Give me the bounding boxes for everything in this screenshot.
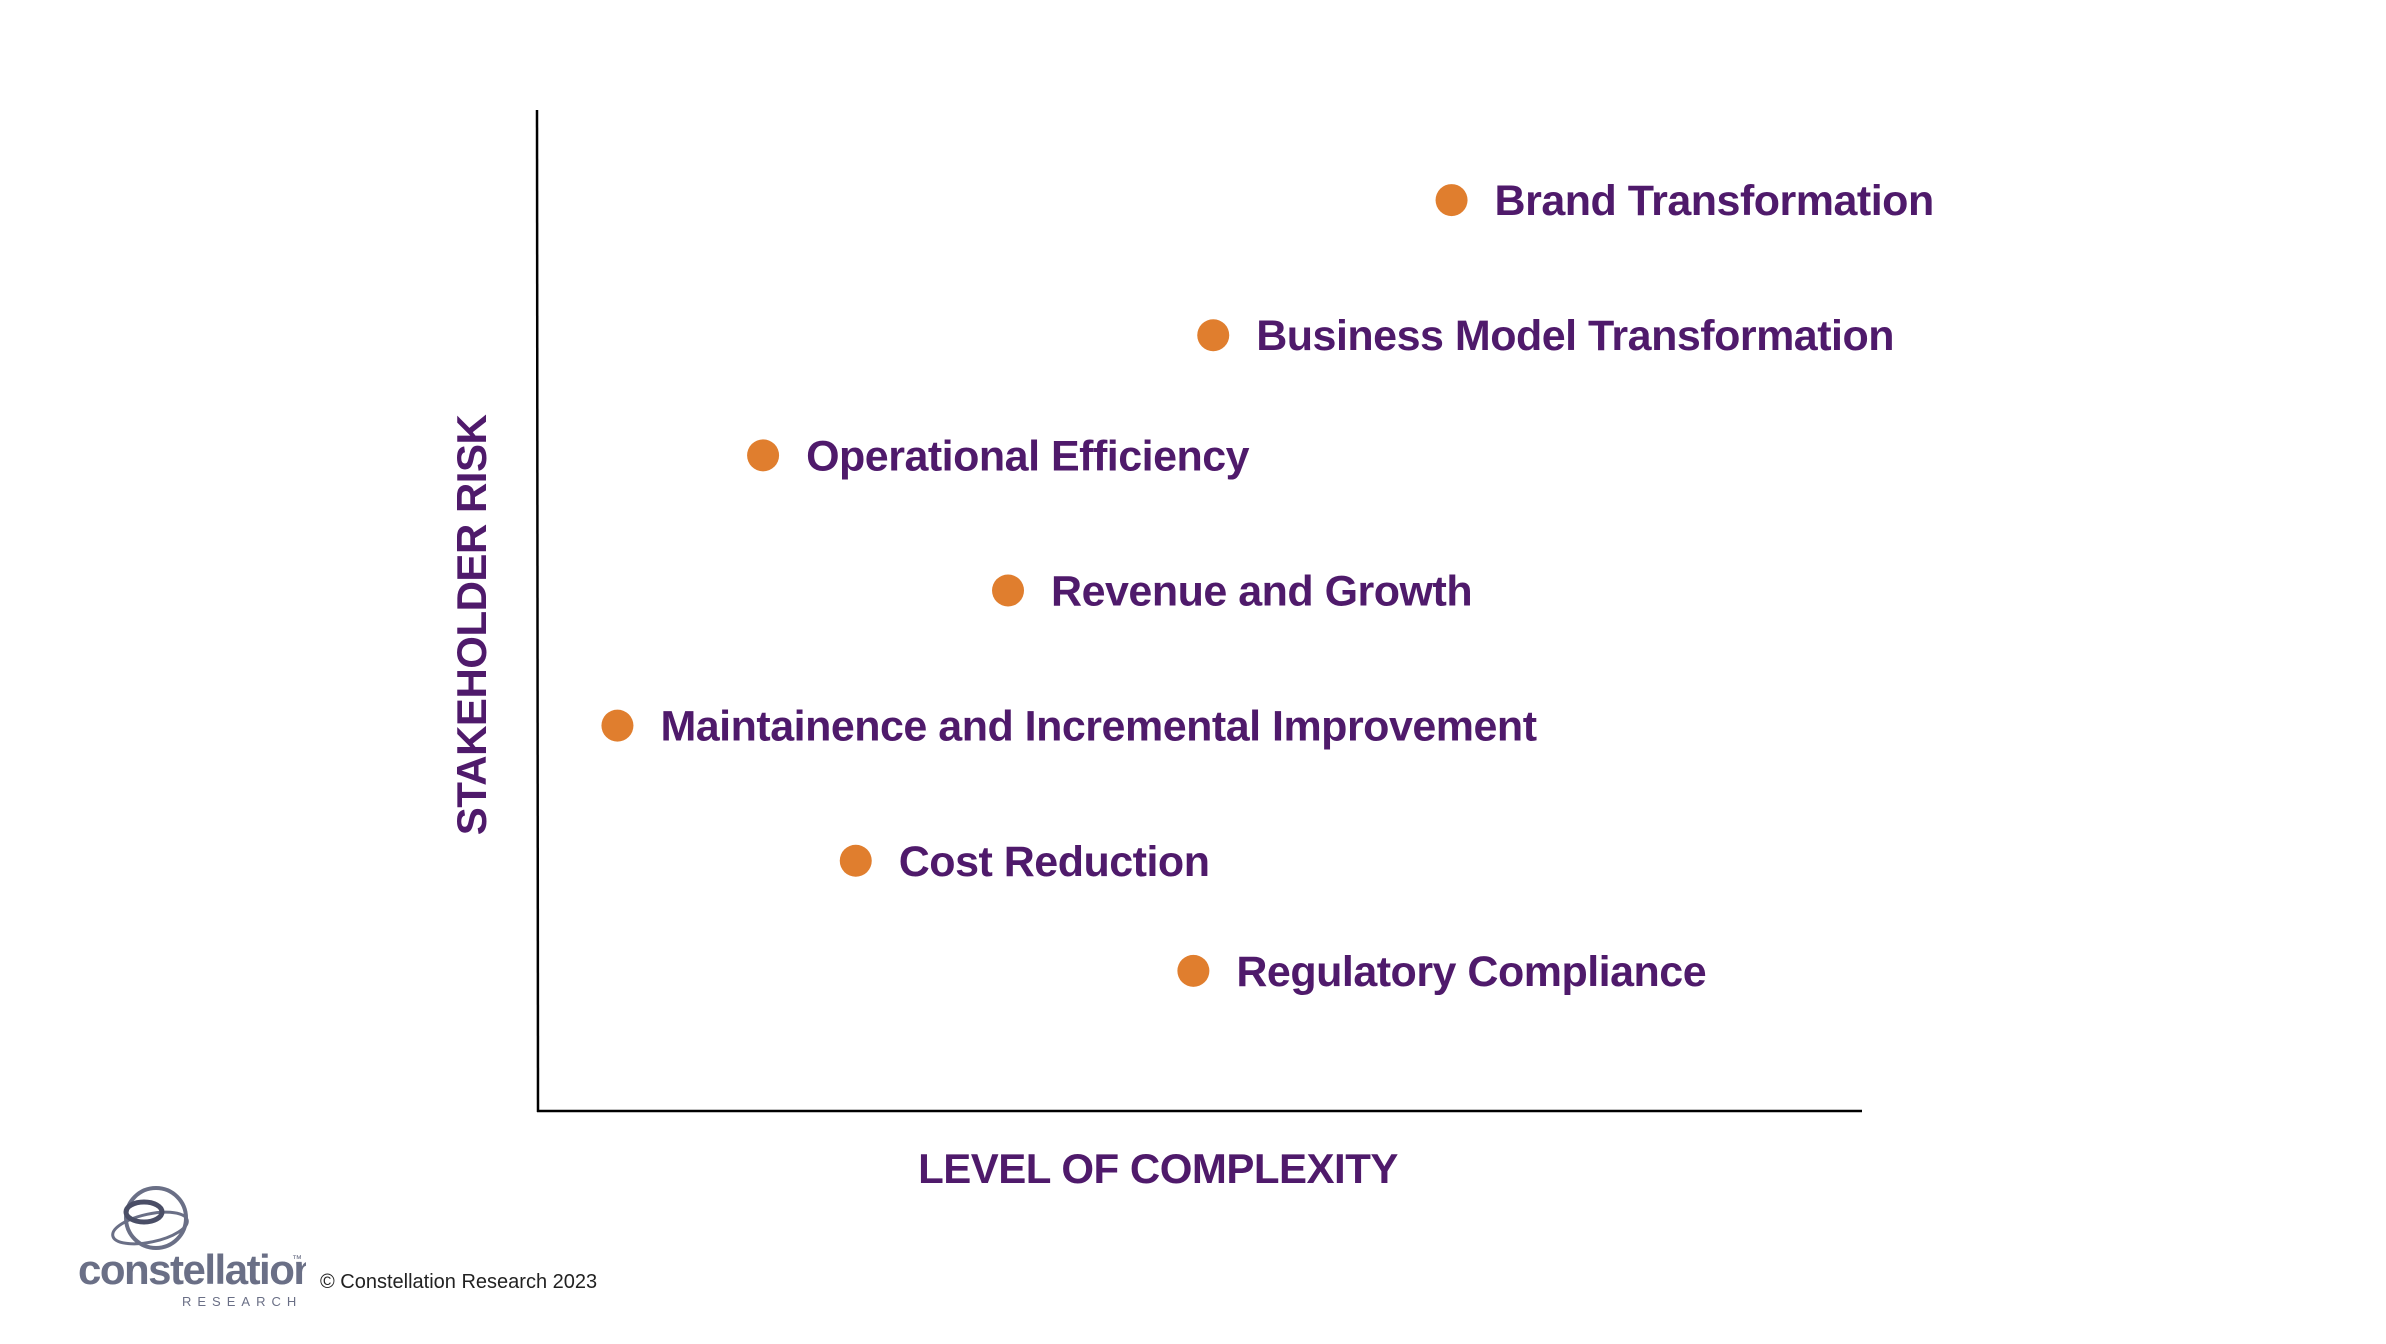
point-label: Business Model Transformation [1256, 312, 1894, 360]
point-label: Maintainence and Incremental Improvement [660, 703, 1536, 751]
point-label: Regulatory Compliance [1236, 948, 1706, 996]
point-label: Revenue and Growth [1051, 567, 1472, 615]
data-point-1: Business Model Transformation [1197, 312, 1895, 360]
point-marker [992, 574, 1025, 607]
data-points: Brand Transformation Business Model Trans… [601, 177, 1934, 996]
data-point-5: Cost Reduction [839, 838, 1210, 886]
data-point-4: Maintainence and Incremental Improvement [601, 703, 1537, 751]
point-label: Cost Reduction [899, 838, 1210, 886]
point-label: Brand Transformation [1495, 177, 1934, 225]
data-point-2: Operational Efficiency [747, 432, 1250, 480]
logo-orbit-icon [111, 1186, 189, 1250]
point-marker [601, 709, 634, 742]
point-label: Operational Efficiency [806, 432, 1250, 480]
logo-subtext: RESEARCH [182, 1294, 302, 1309]
point-marker [839, 844, 872, 877]
logo-trademark: ™ [292, 1254, 302, 1265]
logo-wordmark: constellation [78, 1246, 306, 1293]
x-axis-title: LEVEL OF COMPLEXITY [918, 1145, 1398, 1192]
copyright-text: © Constellation Research 2023 [320, 1271, 598, 1293]
data-point-6: Regulatory Compliance [1177, 948, 1707, 996]
point-marker [747, 439, 780, 472]
y-axis-title: STAKEHOLDER RISK [448, 415, 495, 836]
data-point-0: Brand Transformation [1435, 177, 1934, 225]
point-marker [1197, 319, 1230, 352]
constellation-logo: constellation ™ RESEARCH [78, 1186, 306, 1309]
data-point-3: Revenue and Growth [992, 567, 1473, 615]
y-axis-line [535, 109, 540, 1113]
point-marker [1435, 184, 1468, 217]
point-marker [1177, 954, 1210, 987]
